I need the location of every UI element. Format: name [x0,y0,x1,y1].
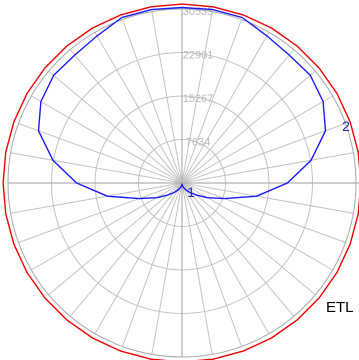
polar-grid [7,8,359,358]
series-2-curve [2,3,359,360]
ring-tick-label: 22901 [183,50,214,62]
ring-tick-label: 7634 [186,137,210,149]
series-1-label: 1 [187,184,195,200]
ring-tick-label: 15267 [183,93,214,105]
brand-label: ETL [326,299,354,316]
series-1-curve [37,6,327,200]
series-curves [2,3,359,360]
series-2-label: 2 [342,118,350,134]
